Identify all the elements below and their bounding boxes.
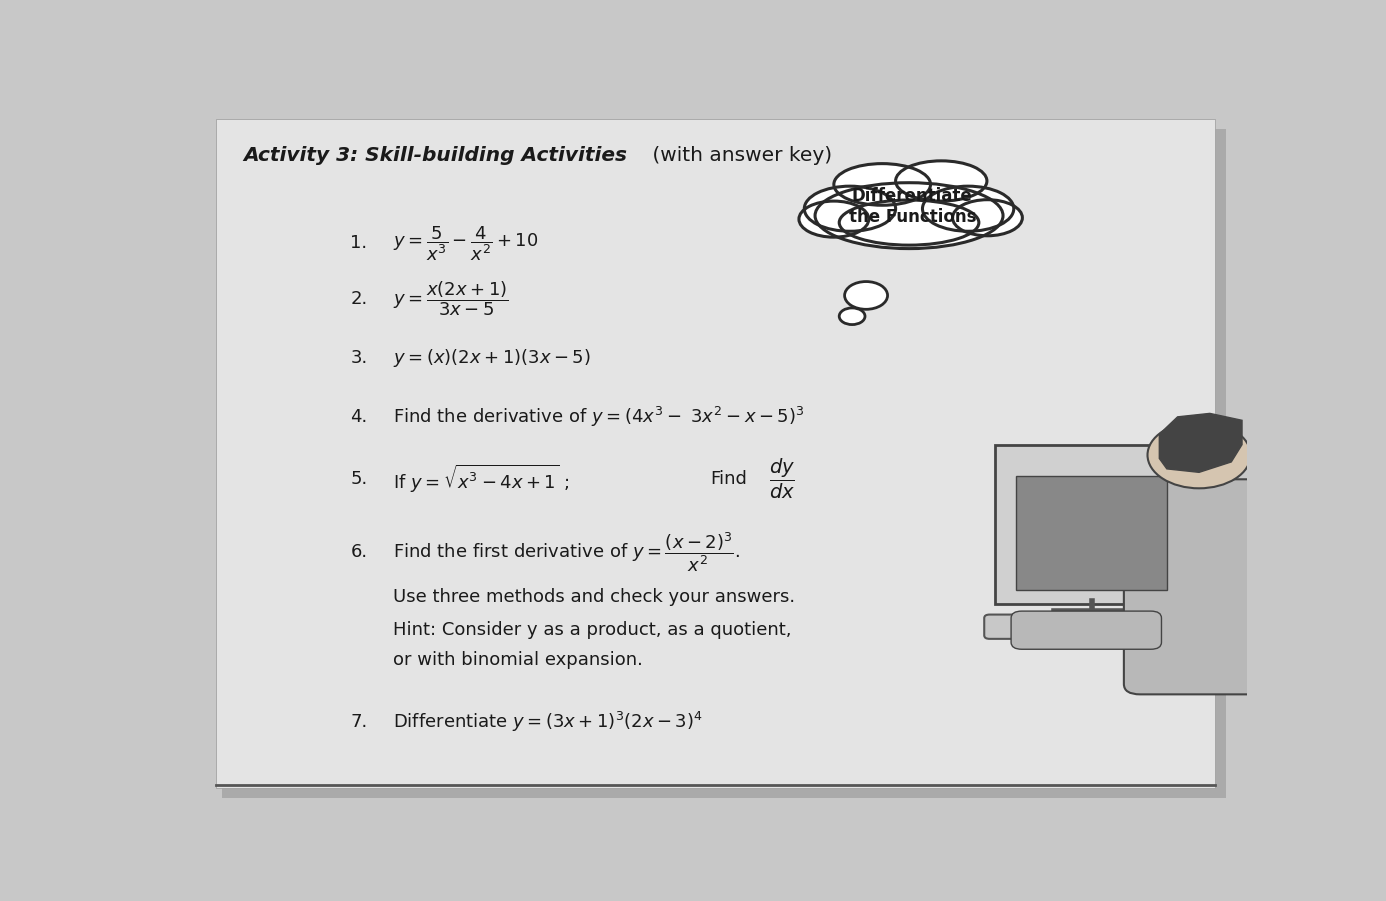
Text: $\dfrac{dy}{dx}$: $\dfrac{dy}{dx}$ <box>769 457 796 501</box>
Circle shape <box>839 308 865 324</box>
Ellipse shape <box>834 164 930 205</box>
Text: Find: Find <box>711 470 747 488</box>
FancyBboxPatch shape <box>1124 479 1264 695</box>
Text: 2.: 2. <box>351 290 367 308</box>
Text: 6.: 6. <box>351 543 367 561</box>
FancyBboxPatch shape <box>984 614 1145 639</box>
Ellipse shape <box>815 183 1003 249</box>
Text: 4.: 4. <box>351 408 367 426</box>
Polygon shape <box>1159 414 1242 472</box>
Ellipse shape <box>923 187 1013 232</box>
Text: $y = \dfrac{x(2x+1)}{3x-5}$: $y = \dfrac{x(2x+1)}{3x-5}$ <box>394 279 509 318</box>
FancyBboxPatch shape <box>222 129 1227 798</box>
Text: Differentiate
the Functions: Differentiate the Functions <box>848 187 976 226</box>
Ellipse shape <box>895 161 987 201</box>
FancyBboxPatch shape <box>1016 476 1167 590</box>
Text: 7.: 7. <box>351 713 367 731</box>
Text: Find the derivative of $y = ( 4x^3 -\ 3x^2 - x - 5)^3$: Find the derivative of $y = ( 4x^3 -\ 3x… <box>394 405 805 429</box>
Circle shape <box>1148 422 1250 488</box>
Text: 5.: 5. <box>351 470 367 488</box>
Text: Hint: Consider y as a product, as a quotient,: Hint: Consider y as a product, as a quot… <box>394 621 791 639</box>
Text: (with answer key): (with answer key) <box>646 146 832 165</box>
FancyBboxPatch shape <box>1012 611 1161 650</box>
Text: 1.: 1. <box>351 234 367 252</box>
FancyBboxPatch shape <box>216 119 1216 788</box>
Text: Differentiate $y = (3x + 1)^3 ( 2x - 3)^4$: Differentiate $y = (3x + 1)^3 ( 2x - 3)^… <box>394 710 703 734</box>
Text: or with binomial expansion.: or with binomial expansion. <box>394 651 643 669</box>
Text: $y = \dfrac{5}{x^3} - \dfrac{4}{x^2} + 10$: $y = \dfrac{5}{x^3} - \dfrac{4}{x^2} + 1… <box>394 224 539 263</box>
Ellipse shape <box>952 200 1023 236</box>
FancyBboxPatch shape <box>995 444 1188 605</box>
Text: 3.: 3. <box>351 349 367 367</box>
Circle shape <box>844 281 887 309</box>
Text: $y = (x)(2x + 1)(3x - 5)$: $y = (x)(2x + 1)(3x - 5)$ <box>394 347 592 369</box>
Ellipse shape <box>840 200 979 245</box>
Ellipse shape <box>804 187 895 232</box>
Ellipse shape <box>798 201 869 237</box>
Text: Activity 3: Skill-building Activities: Activity 3: Skill-building Activities <box>243 146 626 165</box>
Text: Use three methods and check your answers.: Use three methods and check your answers… <box>394 588 796 606</box>
Text: Find the first derivative of $y = \dfrac{(x-2)^3}{x^2}$.: Find the first derivative of $y = \dfrac… <box>394 530 740 574</box>
Text: If $y = \sqrt{x^3 - 4x + 1}$ ;: If $y = \sqrt{x^3 - 4x + 1}$ ; <box>394 463 570 496</box>
